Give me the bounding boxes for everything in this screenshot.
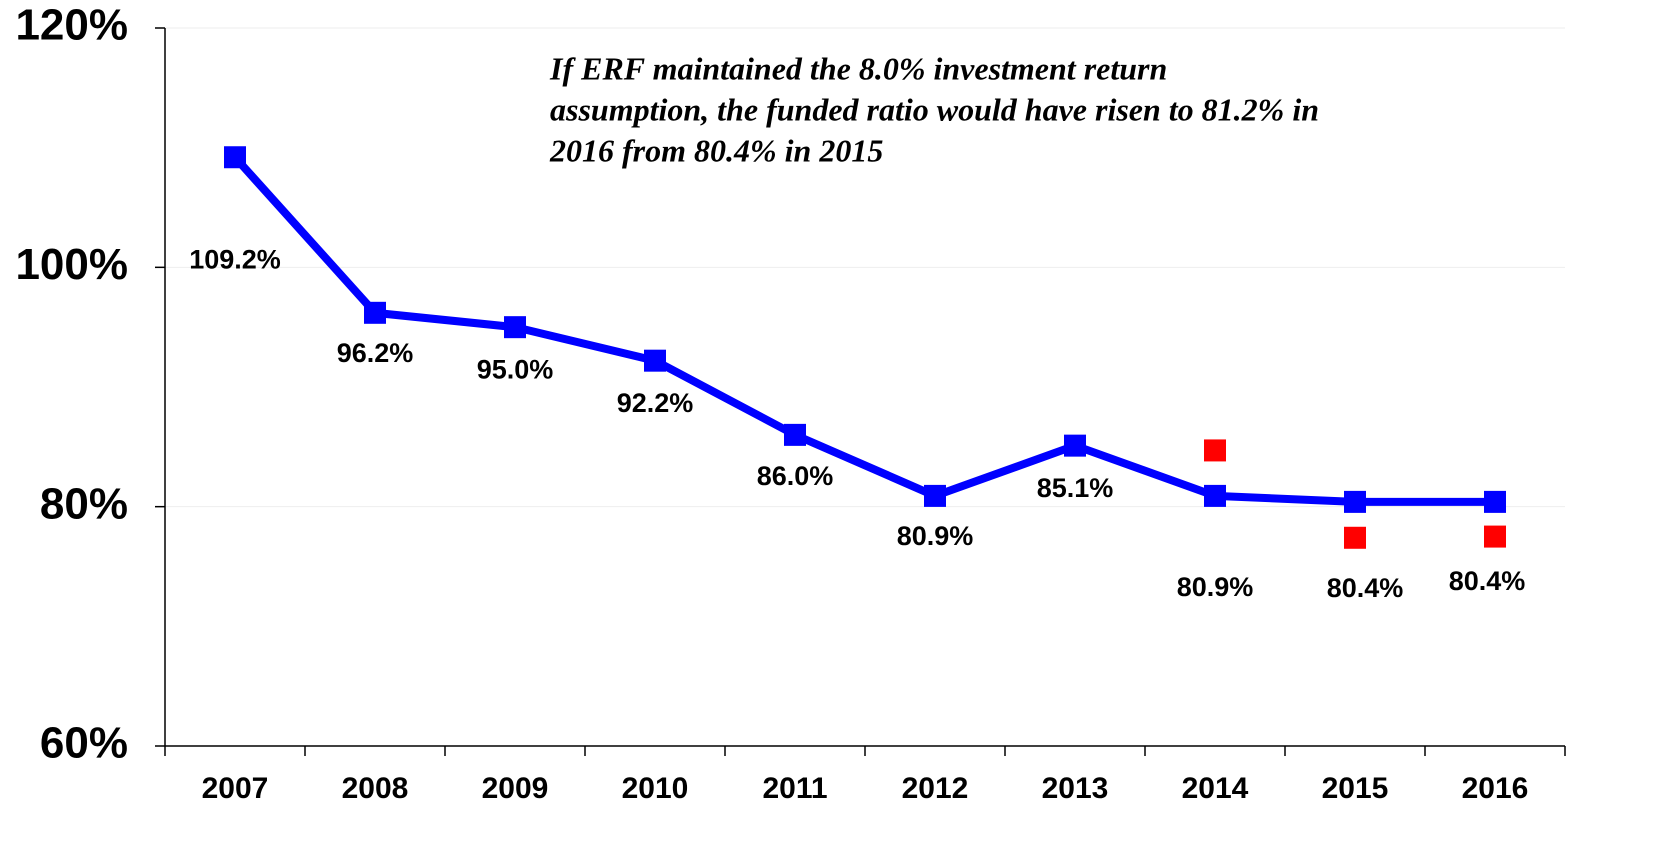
- x-tick-label: 2013: [1042, 772, 1109, 805]
- data-label: 80.9%: [1177, 572, 1254, 602]
- point-marker: [1204, 439, 1226, 462]
- x-tick-label: 2008: [342, 772, 409, 805]
- point-marker: [1344, 526, 1366, 549]
- point-marker: [1204, 484, 1226, 507]
- x-tick-label: 2014: [1182, 772, 1249, 805]
- point-marker: [924, 484, 946, 507]
- data-label: 80.4%: [1327, 573, 1404, 603]
- x-tick-label: 2011: [762, 772, 827, 805]
- point-marker: [504, 316, 526, 339]
- y-tick-label: 60%: [40, 719, 128, 768]
- annotation: 2016 from 80.4% in 2015: [549, 132, 883, 168]
- y-tick-label: 120%: [15, 1, 128, 50]
- annotation: assumption, the funded ratio would have …: [550, 91, 1319, 127]
- data-label: 86.0%: [757, 461, 834, 491]
- data-label: 80.9%: [897, 521, 974, 551]
- point-marker: [364, 301, 386, 324]
- series-line: [232, 154, 1495, 506]
- x-tick-label: 2016: [1462, 772, 1529, 805]
- point-marker: [644, 349, 666, 372]
- point-marker: [1484, 525, 1506, 548]
- point-marker: [784, 423, 806, 446]
- data-label: 92.2%: [617, 388, 694, 418]
- x-tick-label: 2012: [902, 772, 969, 805]
- point-marker: [1484, 490, 1506, 513]
- data-label: 109.2%: [189, 244, 281, 274]
- data-label: 80.4%: [1449, 566, 1526, 596]
- point-marker: [1344, 490, 1366, 513]
- x-tick-label: 2015: [1322, 772, 1389, 805]
- point-marker: [224, 146, 246, 169]
- data-label: 95.0%: [477, 354, 554, 384]
- point-marker: [1064, 434, 1086, 457]
- y-tick-label: 80%: [40, 479, 128, 528]
- data-label: 96.2%: [337, 338, 414, 368]
- annotation: If ERF maintained the 8.0% investment re…: [549, 50, 1167, 86]
- y-tick-label: 100%: [15, 240, 128, 289]
- x-tick-label: 2009: [482, 772, 549, 805]
- x-tick-label: 2010: [622, 772, 689, 805]
- x-tick-label: 2007: [202, 772, 269, 805]
- data-label: 85.1%: [1037, 473, 1114, 503]
